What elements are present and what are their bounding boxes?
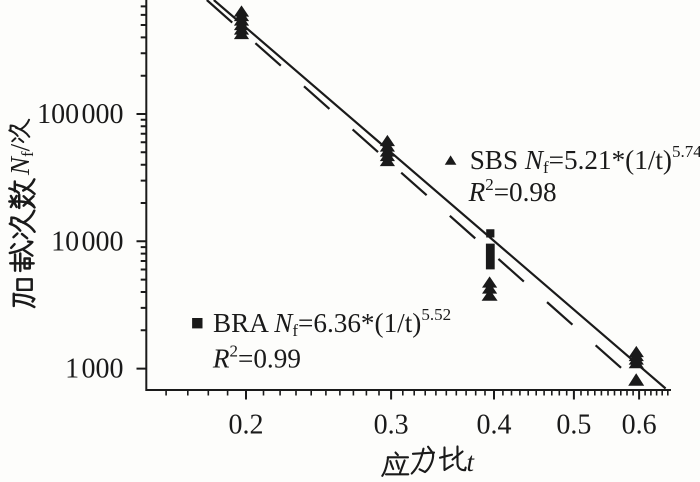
svg-text:R2=0.99: R2=0.99 bbox=[212, 342, 301, 374]
svg-text:0.4: 0.4 bbox=[477, 410, 512, 441]
svg-text:t: t bbox=[467, 447, 476, 477]
svg-text:100 000: 100 000 bbox=[37, 99, 123, 130]
svg-text:0.2: 0.2 bbox=[229, 410, 264, 441]
svg-text:0.6: 0.6 bbox=[622, 410, 657, 441]
svg-text:0.5: 0.5 bbox=[556, 410, 591, 441]
svg-text:R2=0.98: R2=0.98 bbox=[468, 175, 557, 207]
svg-text:SBS Nf=5.21*(1/t)5.74: SBS Nf=5.21*(1/t)5.74 bbox=[470, 142, 700, 177]
svg-text:BRA Nf=6.36*(1/t)5.52: BRA Nf=6.36*(1/t)5.52 bbox=[213, 305, 451, 340]
svg-text:10 000: 10 000 bbox=[51, 226, 123, 257]
svg-text:1 000: 1 000 bbox=[65, 354, 123, 385]
svg-text:Nf/: Nf/ bbox=[5, 143, 37, 176]
svg-text:0.3: 0.3 bbox=[374, 410, 409, 441]
